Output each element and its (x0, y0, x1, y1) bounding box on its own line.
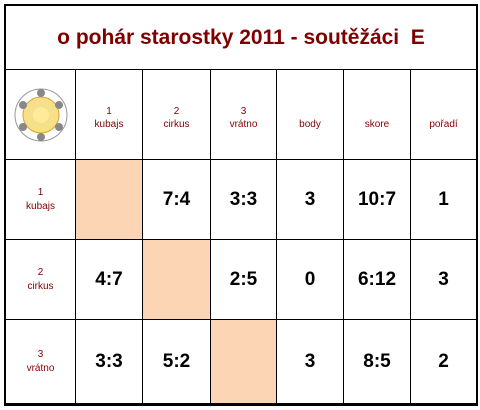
score-cell: 3 (277, 320, 344, 404)
score-cell: 4:7 (76, 240, 143, 320)
row-label: 1 kubajs (6, 160, 76, 240)
logo (14, 88, 67, 141)
header-cell: skore (344, 70, 411, 160)
score-cell: 5:2 (143, 320, 211, 404)
score-cell: 6:12 (344, 240, 411, 320)
row-number: 3 (37, 348, 44, 360)
row-number: 1 (37, 186, 44, 198)
header-number: 3 (240, 106, 247, 117)
score-cell: 7:4 (143, 160, 211, 240)
row-name: vrátno (26, 362, 55, 374)
score-cell: 3:3 (76, 320, 143, 404)
row-label: 3 vrátno (6, 320, 76, 404)
score-cell: 3 (277, 160, 344, 240)
header-name: cirkus (163, 119, 190, 130)
header-name: vrátno (229, 119, 258, 130)
header-cell: 1 kubajs (76, 70, 143, 160)
score-cell: 3 (411, 240, 476, 320)
header-cell: 3 vrátno (211, 70, 277, 160)
title: o pohár starostky 2011 - soutěžáci E (6, 6, 476, 70)
score-cell: 0 (277, 240, 344, 320)
score-cell: 1 (411, 160, 476, 240)
header-number: 1 (106, 106, 112, 117)
score-cell: 2 (411, 320, 476, 404)
header-cell: pořadí (411, 70, 476, 160)
row-number: 2 (37, 266, 44, 278)
score-cell: 8:5 (344, 320, 411, 404)
logo-cell (6, 70, 76, 160)
empty-cell (76, 160, 143, 240)
row-name: cirkus (27, 280, 54, 292)
header-name: kubajs (94, 119, 124, 130)
score-cell: 2:5 (211, 240, 277, 320)
header-cell: body (277, 70, 344, 160)
score-cell: 10:7 (344, 160, 411, 240)
empty-cell (211, 320, 277, 404)
results-table: o pohár starostky 2011 - soutěžáci E 1 ku… (4, 4, 478, 406)
row-label: 2 cirkus (6, 240, 76, 320)
header-number: 2 (173, 106, 180, 117)
header-cell: 2 cirkus (143, 70, 211, 160)
row-name: kubajs (26, 200, 55, 212)
empty-cell (143, 240, 211, 320)
score-cell: 3:3 (211, 160, 277, 240)
